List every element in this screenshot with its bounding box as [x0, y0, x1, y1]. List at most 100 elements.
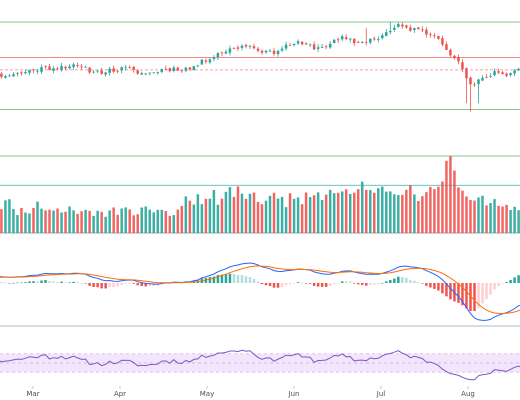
- volume-bar: [425, 192, 428, 233]
- volume-bar: [208, 198, 212, 233]
- macd-histogram-bar: [64, 282, 67, 283]
- candle-body: [288, 45, 292, 46]
- candle-body: [220, 52, 224, 54]
- candle-body: [344, 37, 348, 40]
- macd-histogram-bar: [284, 283, 288, 286]
- macd-histogram-bar: [280, 283, 284, 287]
- volume-bar: [505, 204, 508, 233]
- macd-histogram-bar: [513, 277, 516, 283]
- candle-body: [421, 29, 424, 31]
- volume-bar: [260, 204, 264, 233]
- volume-bar: [433, 189, 436, 233]
- volume-bar: [240, 193, 244, 233]
- candle-body: [204, 60, 208, 62]
- candle-body: [381, 35, 384, 39]
- volume-bar: [28, 213, 31, 233]
- volume-bar: [461, 190, 464, 233]
- macd-histogram-bar: [336, 283, 340, 284]
- candle-body: [517, 68, 520, 71]
- volume-bar: [36, 201, 39, 233]
- candle-body: [216, 53, 220, 58]
- volume-bar: [136, 214, 139, 233]
- volume-bar: [0, 209, 3, 233]
- macd-histogram-bar: [501, 283, 504, 284]
- volume-bar: [489, 202, 492, 233]
- candle-body: [365, 42, 368, 44]
- macd-histogram-bar: [473, 283, 476, 312]
- rsi-pane: [0, 349, 520, 381]
- candle-body: [501, 72, 504, 74]
- candle-body: [128, 67, 131, 68]
- macd-histogram-bar: [28, 281, 31, 283]
- macd-histogram-bar: [40, 280, 43, 283]
- macd-histogram-bar: [132, 283, 135, 284]
- volume-bar: [8, 199, 11, 233]
- candle-body: [328, 43, 332, 48]
- candle-body: [256, 48, 260, 51]
- candle-body: [108, 68, 111, 73]
- candle-body: [304, 43, 308, 45]
- volume-bar: [160, 209, 164, 233]
- volume-bar: [352, 192, 356, 233]
- candle-body: [12, 74, 15, 77]
- macd-histogram-bar: [308, 283, 312, 284]
- volume-bar: [228, 187, 232, 233]
- macd-histogram-bar: [401, 276, 404, 283]
- candle-body: [236, 47, 240, 49]
- candle-body: [232, 48, 236, 49]
- candle-body: [104, 72, 107, 75]
- volume-bar: [180, 205, 184, 233]
- candle-body: [417, 27, 420, 30]
- macd-histogram-bar: [208, 277, 212, 283]
- volume-bar: [308, 197, 312, 233]
- macd-histogram-bar: [369, 283, 372, 285]
- candle-body: [348, 38, 352, 40]
- macd-histogram-bar: [441, 283, 444, 294]
- volume-bar: [32, 207, 35, 233]
- volume-bar: [232, 196, 236, 233]
- macd-histogram-bar: [264, 283, 268, 286]
- volume-bar: [148, 209, 151, 233]
- macd-histogram-bar: [373, 283, 376, 285]
- volume-bar: [453, 170, 456, 233]
- macd-histogram-bar: [88, 283, 91, 286]
- macd-histogram-bar: [32, 281, 35, 283]
- macd-histogram-bar: [288, 283, 292, 285]
- macd-histogram-bar: [477, 283, 480, 308]
- candle-body: [8, 75, 11, 77]
- candle-body: [4, 75, 7, 78]
- macd-histogram-bar: [397, 276, 400, 283]
- candle-body: [24, 72, 27, 74]
- volume-bar: [300, 204, 304, 233]
- volume-bar: [44, 210, 47, 233]
- macd-histogram-bar: [328, 283, 332, 287]
- macd-histogram-bar: [8, 283, 11, 284]
- macd-histogram-bar: [393, 278, 396, 283]
- volume-bar: [316, 192, 320, 233]
- volume-bar: [20, 207, 23, 233]
- macd-histogram-bar: [52, 281, 55, 283]
- macd-histogram-bar: [116, 283, 119, 287]
- macd-histogram-bar: [360, 283, 364, 285]
- volume-bar: [236, 186, 240, 233]
- candle-body: [112, 68, 115, 72]
- volume-bar: [176, 209, 180, 233]
- candle-body: [336, 39, 340, 41]
- volume-bar: [164, 210, 168, 233]
- macd-histogram-bar: [80, 282, 83, 284]
- volume-bar: [328, 189, 332, 233]
- candle-body: [356, 42, 360, 43]
- volume-bar: [369, 190, 372, 233]
- volume-bar: [517, 210, 520, 233]
- volume-bar: [485, 205, 488, 233]
- candle-body: [52, 68, 55, 71]
- candle-body: [465, 68, 468, 79]
- candle-body: [276, 50, 280, 55]
- macd-histogram-bar: [385, 281, 388, 283]
- candle-body: [264, 50, 268, 53]
- volume-bar: [513, 206, 516, 233]
- macd-histogram-bar: [429, 283, 432, 288]
- macd-histogram-bar: [505, 282, 508, 283]
- macd-histogram-bar: [104, 283, 107, 289]
- macd-histogram-bar: [461, 283, 464, 306]
